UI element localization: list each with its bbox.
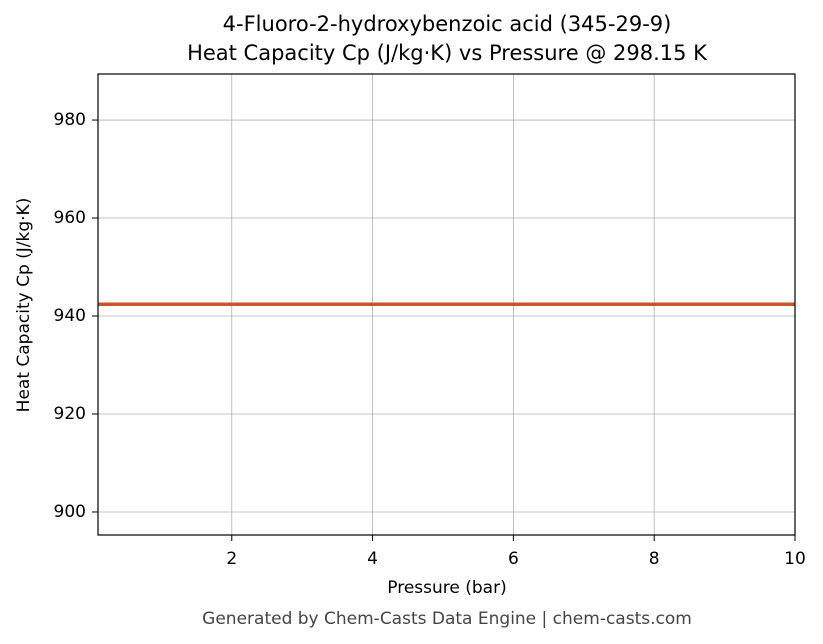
y-tick-label: 960	[54, 208, 86, 228]
y-tick-label: 920	[54, 404, 86, 424]
y-tick-label: 940	[54, 306, 86, 326]
x-tick-label: 8	[649, 549, 660, 569]
plot-frame	[97, 73, 796, 536]
chart-subtitle: Heat Capacity Cp (J/kg·K) vs Pressure @ …	[187, 41, 708, 65]
x-axis-label: Pressure (bar)	[387, 578, 506, 598]
footer: Generated by Chem-Casts Data Engine | ch…	[202, 609, 692, 629]
x-tick-label: 6	[508, 549, 519, 569]
chart-title: 4-Fluoro-2-hydroxybenzoic acid (345-29-9…	[223, 12, 672, 36]
x-tick-label: 10	[784, 549, 806, 569]
x-tick-label: 4	[367, 549, 378, 569]
y-axis-label: Heat Capacity Cp (J/kg·K)	[14, 198, 34, 413]
x-tick-label: 2	[226, 549, 237, 569]
y-tick-label: 900	[54, 502, 86, 522]
y-tick-label: 980	[54, 110, 86, 130]
